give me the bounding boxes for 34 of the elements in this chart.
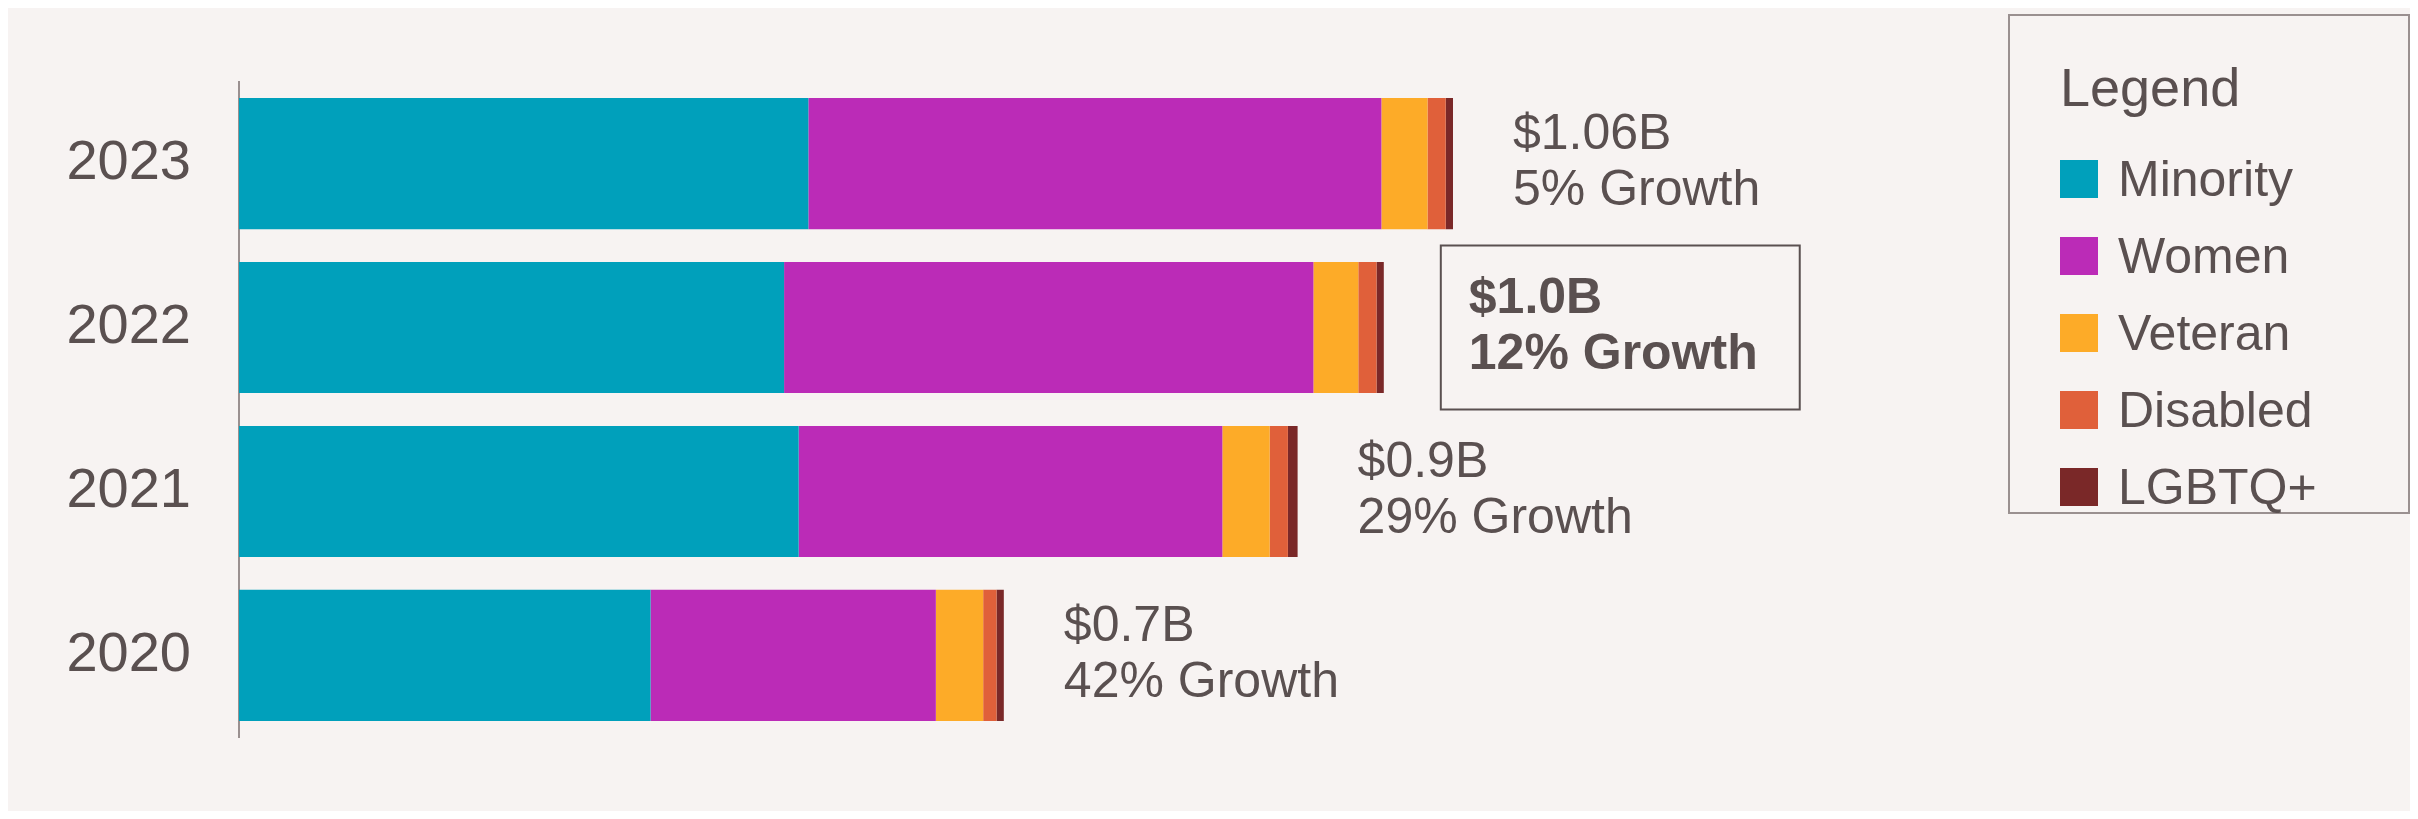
bar [239, 425, 799, 558]
bar [1376, 261, 1384, 394]
legend-label: Women [2118, 226, 2290, 285]
legend-label: Minority [2118, 149, 2294, 208]
y-tick-label: 2022 [66, 291, 191, 355]
legend-title: Legend [2060, 56, 2242, 118]
bar [1445, 98, 1453, 230]
annotation: $1.0B 12% Growth [1468, 268, 1758, 381]
bar [808, 98, 1382, 230]
legend-label: Veteran [2118, 303, 2291, 362]
annotation: $1.06B 5% Growth [1513, 104, 1761, 217]
bar [1381, 98, 1428, 230]
legend-label: LGBTQ+ [2118, 457, 2317, 516]
bar [798, 425, 1223, 558]
y-tick-label: 2020 [66, 619, 191, 683]
annotation: $0.7B 42% Growth [1063, 596, 1339, 709]
bar [935, 589, 984, 722]
bar [983, 589, 997, 722]
bar [1313, 261, 1359, 394]
bar [239, 589, 651, 722]
bar [1358, 261, 1377, 394]
bar [1269, 425, 1288, 558]
bar [239, 261, 785, 394]
bar [996, 589, 1004, 722]
bar [650, 589, 936, 722]
y-tick-label: 2023 [66, 128, 191, 192]
y-tick-label: 2021 [66, 455, 191, 519]
bar [1287, 425, 1298, 558]
bar [1222, 425, 1270, 558]
bar [239, 98, 809, 230]
legend-label: Disabled [2118, 380, 2313, 439]
annotation: $0.9B 29% Growth [1357, 432, 1633, 545]
bar [784, 261, 1314, 394]
bar [1427, 98, 1446, 230]
